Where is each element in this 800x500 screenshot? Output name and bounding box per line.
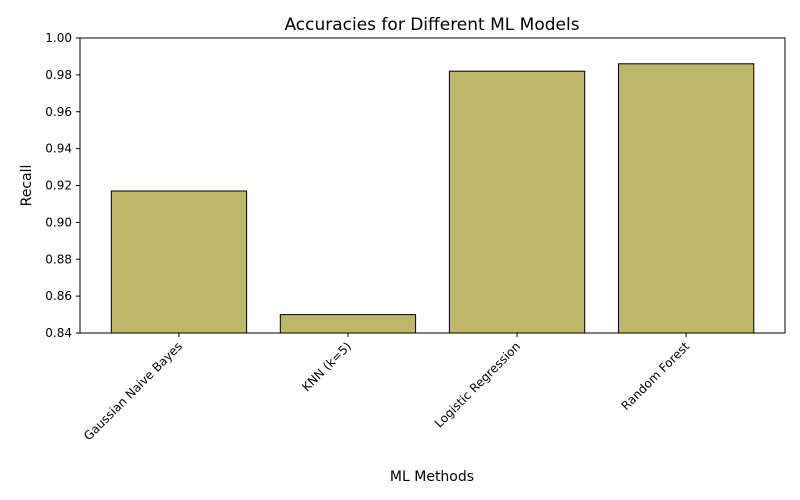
y-tick-label: 0.98 <box>45 68 72 82</box>
x-tick-label: Random Forest <box>618 339 692 413</box>
chart-title: Accuracies for Different ML Models <box>284 15 579 35</box>
bar-2 <box>448 70 586 334</box>
y-tick-label: 0.88 <box>45 252 72 266</box>
bars-group <box>110 63 755 334</box>
x-tick-label: Logistic Regression <box>432 339 523 430</box>
bar-3 <box>618 63 755 334</box>
y-tick-label: 0.92 <box>45 179 72 193</box>
bar-0 <box>110 190 248 334</box>
y-axis-title: Recall <box>19 165 35 207</box>
x-tick-label: Gaussian Naive Bayes <box>81 339 185 443</box>
plot-frame <box>79 37 786 334</box>
x-axis: Gaussian Naive Bayes KNN (k=5) Logistic Re… <box>81 333 692 443</box>
y-tick-label: 1.00 <box>45 31 72 45</box>
x-axis-title: ML Methods <box>390 469 474 485</box>
x-tick-label: KNN (k=5) <box>299 339 354 394</box>
bar-1 <box>279 314 417 334</box>
y-tick-label: 0.94 <box>45 142 72 156</box>
y-tick-label: 0.96 <box>45 105 72 119</box>
y-tick-label: 0.90 <box>45 215 72 229</box>
y-tick-label: 0.86 <box>45 289 72 303</box>
y-tick-label: 0.84 <box>45 326 72 340</box>
y-axis: 0.84 0.86 0.88 0.90 0.92 0.94 0.96 0.98 1.00 <box>45 31 80 340</box>
